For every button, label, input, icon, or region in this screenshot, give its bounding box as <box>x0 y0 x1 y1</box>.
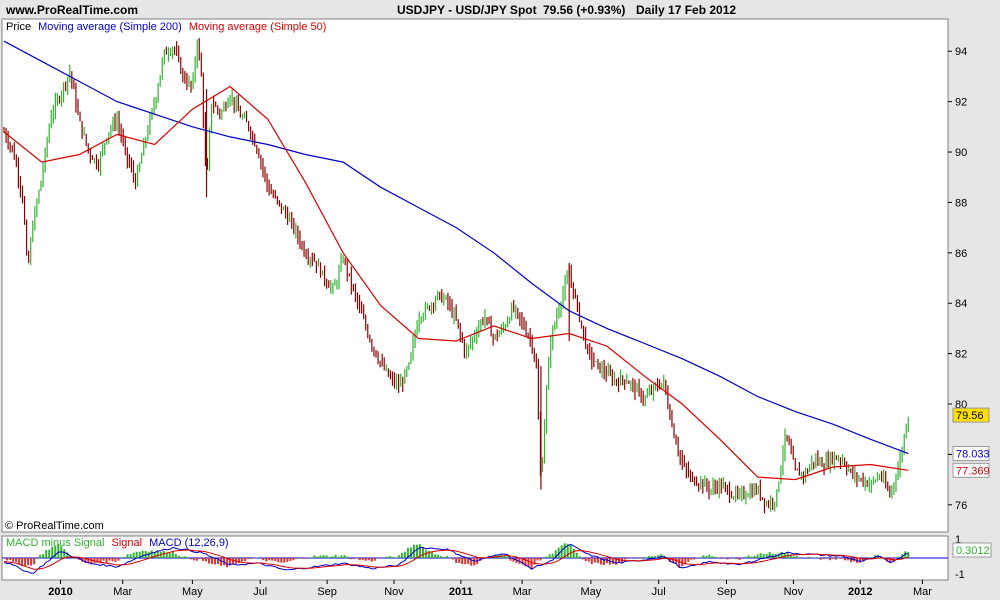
x-tick-label: Mar <box>113 586 132 598</box>
instrument-title: USDJPY - USD/JPY Spot <box>397 3 537 17</box>
last-value-badge <box>952 462 990 478</box>
ma200-line <box>3 40 909 455</box>
x-tick-label: Jul <box>652 586 666 598</box>
last-value-label: 77.369 <box>956 465 990 477</box>
macd-value-label: 0.3012 <box>956 545 990 557</box>
legend-macd: MACD (12,26,9) <box>149 537 228 549</box>
legend-macd-minus-signal: MACD minus Signal <box>6 537 104 549</box>
x-axis: 2010 Mar May Jul Sep Nov 2011 Mar May Jul Sep Nov 20… <box>48 580 932 598</box>
last-value-label: 79.56 <box>956 410 984 422</box>
x-tick-label: 2011 <box>449 586 473 598</box>
period-date: Daily 17 Feb 2012 <box>636 3 737 17</box>
last-value-label: 78.033 <box>956 449 990 461</box>
legend-signal: Signal <box>111 537 142 549</box>
macd-y-tick-label: 1 <box>955 534 961 546</box>
x-tick-label: Nov <box>384 586 404 598</box>
x-tick-label: Jul <box>253 586 267 598</box>
x-tick-label: Mar <box>913 586 932 598</box>
x-tick-label: May <box>580 586 601 598</box>
macd-y-axis: 1 -1 <box>955 534 965 581</box>
x-tick-label: Sep <box>317 586 337 598</box>
signal-line <box>3 549 909 570</box>
header-bar: www.ProRealTime.com USDJPY - USD/JPY Spo… <box>0 0 1000 19</box>
macd-y-tick-label: -1 <box>955 569 965 581</box>
price-panel <box>1 18 949 533</box>
y-tick-label: 84 <box>955 298 967 310</box>
last-value-badge <box>952 446 990 462</box>
legend-price: Price <box>6 21 31 33</box>
macd-value-badge <box>952 542 992 558</box>
x-tick-label: 2012 <box>848 586 872 598</box>
svg-text:MACD minus Signal Signal: MACD minus Signal Signal MACD (12,26,9) <box>6 537 229 549</box>
y-tick-label: 90 <box>955 147 967 159</box>
y-tick-label: 88 <box>955 197 967 209</box>
macd-line <box>3 543 909 574</box>
price-series <box>3 38 909 514</box>
y-tick-label: 86 <box>955 248 967 260</box>
x-tick-label: Nov <box>784 586 804 598</box>
site-title[interactable]: www.ProRealTime.com <box>6 3 139 17</box>
last-value-badge <box>952 407 990 423</box>
macd-histogram <box>3 543 910 569</box>
legend-ma200: Moving average (Simple 200) <box>38 21 182 33</box>
last-value-badges: 79.56 78.033 77.369 <box>952 407 990 478</box>
x-tick-label: 2010 <box>48 586 72 598</box>
ma50-line <box>3 85 909 481</box>
y-tick-label: 94 <box>955 46 967 58</box>
legend-ma50: Moving average (Simple 50) <box>189 21 327 33</box>
macd-last-value: 0.3012 <box>952 542 992 558</box>
y-tick-label: 82 <box>955 349 967 361</box>
x-tick-label: Mar <box>513 586 532 598</box>
x-tick-label: May <box>182 586 203 598</box>
x-tick-label: Sep <box>717 586 737 598</box>
price-change: 79.56 (+0.93%) <box>543 3 626 17</box>
y-tick-label: 76 <box>955 500 967 512</box>
y-tick-label: 92 <box>955 97 967 109</box>
svg-text:Price Moving average (Simp: Price Moving average (Simple 200) Moving… <box>6 21 326 33</box>
copyright-text: © ProRealTime.com <box>5 520 104 532</box>
